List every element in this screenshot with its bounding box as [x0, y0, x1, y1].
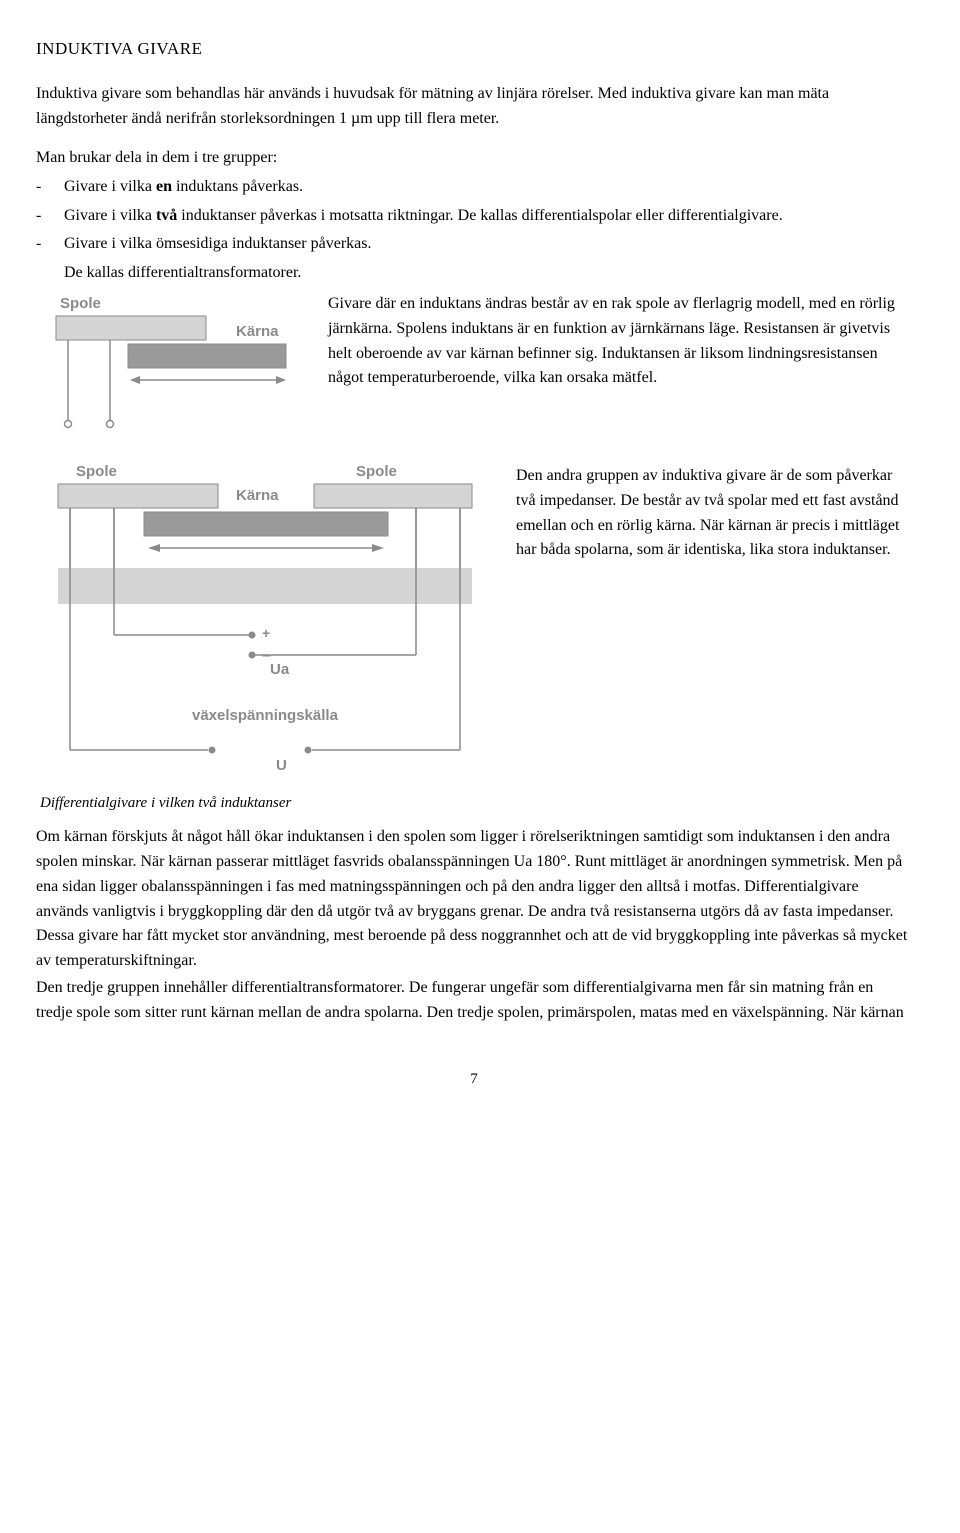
fig2-label-karna: Kärna: [236, 487, 279, 504]
list-item-1: - Givare i vilka en induktans påverkas.: [36, 175, 912, 200]
list-item-3-sub: De kallas differentialtransformatorer.: [64, 261, 912, 286]
list-item-text: Givare i vilka två induktanser påverkas …: [64, 204, 912, 229]
fig2-label-spole-r: Spole: [356, 463, 397, 480]
bullet: -: [36, 204, 64, 229]
fig2-label-vaxel: växelspänningskälla: [192, 707, 339, 724]
bullet: -: [36, 175, 64, 200]
intro-paragraph: Induktiva givare som behandlas här använ…: [36, 82, 912, 132]
list-lead: Man brukar dela in dem i tre grupper:: [36, 146, 912, 171]
body-paragraph-1: Om kärnan förskjuts åt något håll ökar i…: [36, 825, 912, 974]
fig1-label-karna: Kärna: [236, 323, 279, 340]
fig1-label-spole: Spole: [60, 295, 101, 312]
list-item-text: Givare i vilka en induktans påverkas.: [64, 175, 912, 200]
list-item-text: Givare i vilka ömsesidiga induktanser på…: [64, 232, 912, 257]
fig2-label-ua: Ua: [270, 661, 290, 678]
page-number: 7: [36, 1068, 912, 1091]
body-paragraph-2: Den tredje gruppen innehåller differenti…: [36, 976, 912, 1026]
bullet: -: [36, 232, 64, 257]
fig2-label-u: U: [276, 757, 287, 774]
figure-1-row: Spole Kärna Givare där en induktans ändr…: [36, 292, 912, 442]
figure-2-row: Spole Spole Kärna: [36, 460, 912, 780]
fig2-label-spole-l: Spole: [76, 463, 117, 480]
page-title: INDUKTIVA GIVARE: [36, 36, 912, 62]
fig2-plus: +: [262, 625, 270, 641]
figure-2-diagram: Spole Spole Kärna: [36, 460, 496, 780]
figure-2-text: Den andra gruppen av induktiva givare är…: [516, 460, 912, 563]
figure-1-text: Givare där en induktans ändras består av…: [328, 292, 912, 391]
list-item-3: - Givare i vilka ömsesidiga induktanser …: [36, 232, 912, 257]
figure-1-diagram: Spole Kärna: [36, 292, 316, 442]
list-item-2: - Givare i vilka två induktanser påverka…: [36, 204, 912, 229]
figure-2-caption: Differentialgivare i vilken två induktan…: [40, 792, 912, 815]
